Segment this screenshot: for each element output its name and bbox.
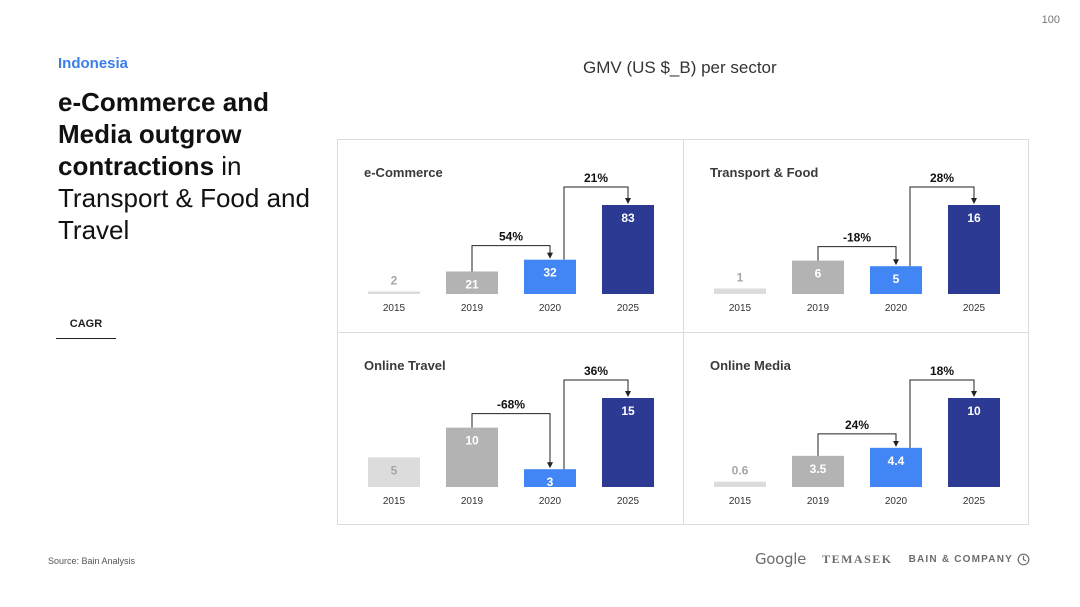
cagr-label-2019-2020: -18% (843, 231, 871, 245)
chart-title: Online Media (710, 358, 792, 373)
value-label-2015: 0.6 (732, 464, 749, 478)
cagr-label-2019-2020: 24% (845, 418, 869, 432)
x-tick-label-2025: 2025 (963, 496, 986, 507)
bain-logo: BAIN & COMPANY (909, 553, 1030, 566)
cagr-arrow-2019-2020 (471, 413, 553, 469)
value-label-2019: 21 (465, 277, 479, 291)
x-tick-label-2015: 2015 (383, 303, 406, 314)
bar-2019 (446, 271, 498, 294)
x-tick-label-2020: 2020 (539, 303, 562, 314)
temasek-logo: TEMASEK (822, 551, 893, 566)
chart-title: e-Commerce (364, 165, 443, 180)
x-tick-label-2019: 2019 (461, 303, 484, 314)
cagr-arrow-2020-2025 (563, 186, 631, 260)
cagr-label-2019-2020: -68% (497, 398, 525, 412)
country-kicker: Indonesia (58, 55, 129, 72)
panel-online-media: Online Media 0.6 2015 3.5 2019 4.4 2020 10 2025 2… (684, 333, 1030, 526)
bar-2019 (446, 427, 498, 487)
value-label-2019: 10 (465, 434, 479, 448)
value-label-2025: 83 (621, 211, 635, 225)
headline-regular: in Transport & Food and Travel (58, 151, 310, 245)
x-tick-label-2020: 2020 (539, 496, 562, 507)
grid-divider-horizontal (338, 332, 1028, 333)
cagr-arrow-2019-2020 (817, 433, 899, 456)
chart-title: Transport & Food (710, 165, 818, 180)
value-label-2015: 2 (391, 274, 398, 288)
value-label-2015: 5 (391, 463, 398, 477)
panel-online-travel: Online Travel 5 2015 10 2019 3 2020 15 2025 -68% 3… (338, 333, 684, 526)
bar-2025 (948, 205, 1000, 294)
cagr-label-2019-2020: 54% (499, 230, 523, 244)
bar-2025 (948, 398, 1000, 487)
value-label-2025: 16 (967, 211, 981, 225)
cagr-arrow-2019-2020 (817, 246, 899, 266)
page-title: e-Commerce and Media outgrow contraction… (58, 86, 318, 246)
page-number: 100 (1041, 14, 1060, 26)
cagr-label-2020-2025: 28% (930, 171, 954, 185)
value-label-2025: 10 (967, 404, 981, 418)
panel-ecommerce: e-Commerce 2 2015 21 2019 32 2020 83 2025 54% 21% (338, 140, 684, 333)
x-tick-label-2020: 2020 (885, 303, 908, 314)
bar-2020 (870, 266, 922, 294)
value-label-2020: 32 (543, 266, 557, 280)
bar-2015 (368, 457, 420, 487)
bar-2015 (714, 481, 766, 487)
panel-transport-food: Transport & Food 1 2015 6 2019 5 2020 16 2025 -18… (684, 140, 1030, 333)
cagr-label-2020-2025: 18% (930, 364, 954, 378)
x-tick-label-2019: 2019 (461, 496, 484, 507)
chart-online-travel: Online Travel 5 2015 10 2019 3 2020 15 2025 -68% 3… (364, 358, 654, 507)
value-label-2019: 6 (815, 267, 822, 281)
chart-e-commerce: e-Commerce 2 2015 21 2019 32 2020 83 2025 54% 21% (364, 165, 654, 314)
x-tick-label-2025: 2025 (963, 303, 986, 314)
x-tick-label-2015: 2015 (729, 496, 752, 507)
bar-2025 (602, 398, 654, 487)
bain-logo-text: BAIN & COMPANY (908, 553, 1013, 565)
bar-2025 (602, 205, 654, 294)
google-logo: Google (754, 550, 807, 568)
value-label-2019: 3.5 (810, 462, 827, 476)
x-tick-label-2015: 2015 (729, 303, 752, 314)
cagr-label-2020-2025: 36% (584, 364, 608, 378)
source-note: Source: Bain Analysis (48, 556, 136, 566)
bar-2020 (524, 259, 576, 294)
bar-2019 (792, 455, 844, 487)
bar-2015 (714, 288, 766, 294)
cagr-arrow-2020-2025 (909, 379, 977, 448)
x-tick-label-2025: 2025 (617, 303, 640, 314)
headline-bold: e-Commerce and Media outgrow contraction… (58, 87, 269, 181)
x-tick-label-2025: 2025 (617, 496, 640, 507)
cagr-arrow-2020-2025 (563, 379, 631, 470)
x-tick-label-2020: 2020 (885, 496, 908, 507)
bar-2015 (368, 291, 420, 294)
x-tick-label-2019: 2019 (807, 303, 830, 314)
value-label-2020: 5 (893, 272, 900, 286)
bain-mark-icon (1017, 553, 1030, 565)
x-tick-label-2015: 2015 (383, 496, 406, 507)
bar-2020 (524, 469, 576, 487)
chart-subtitle: GMV (US $_B) per sector (583, 58, 777, 77)
bar-2020 (870, 447, 922, 487)
bar-2019 (792, 260, 844, 294)
x-tick-label-2019: 2019 (807, 496, 830, 507)
cagr-legend-tag: CAGR (56, 318, 116, 339)
cagr-label-2020-2025: 21% (584, 171, 608, 185)
logo-strip: Google TEMASEK BAIN & COMPANY (755, 550, 1030, 568)
chart-transport-food: Transport & Food 1 2015 6 2019 5 2020 16 2025 -18… (710, 165, 1000, 314)
chart-grid: e-Commerce 2 2015 21 2019 32 2020 83 2025 54% 21% … (337, 139, 1029, 525)
cagr-arrow-2019-2020 (471, 245, 553, 272)
chart-title: Online Travel (364, 358, 446, 373)
value-label-2015: 1 (737, 270, 744, 284)
value-label-2020: 4.4 (888, 454, 905, 468)
value-label-2025: 15 (621, 404, 635, 418)
cagr-arrow-2020-2025 (909, 186, 977, 267)
chart-online-media: Online Media 0.6 2015 3.5 2019 4.4 2020 10 2025 2… (710, 358, 1000, 507)
value-label-2020: 3 (547, 475, 554, 489)
